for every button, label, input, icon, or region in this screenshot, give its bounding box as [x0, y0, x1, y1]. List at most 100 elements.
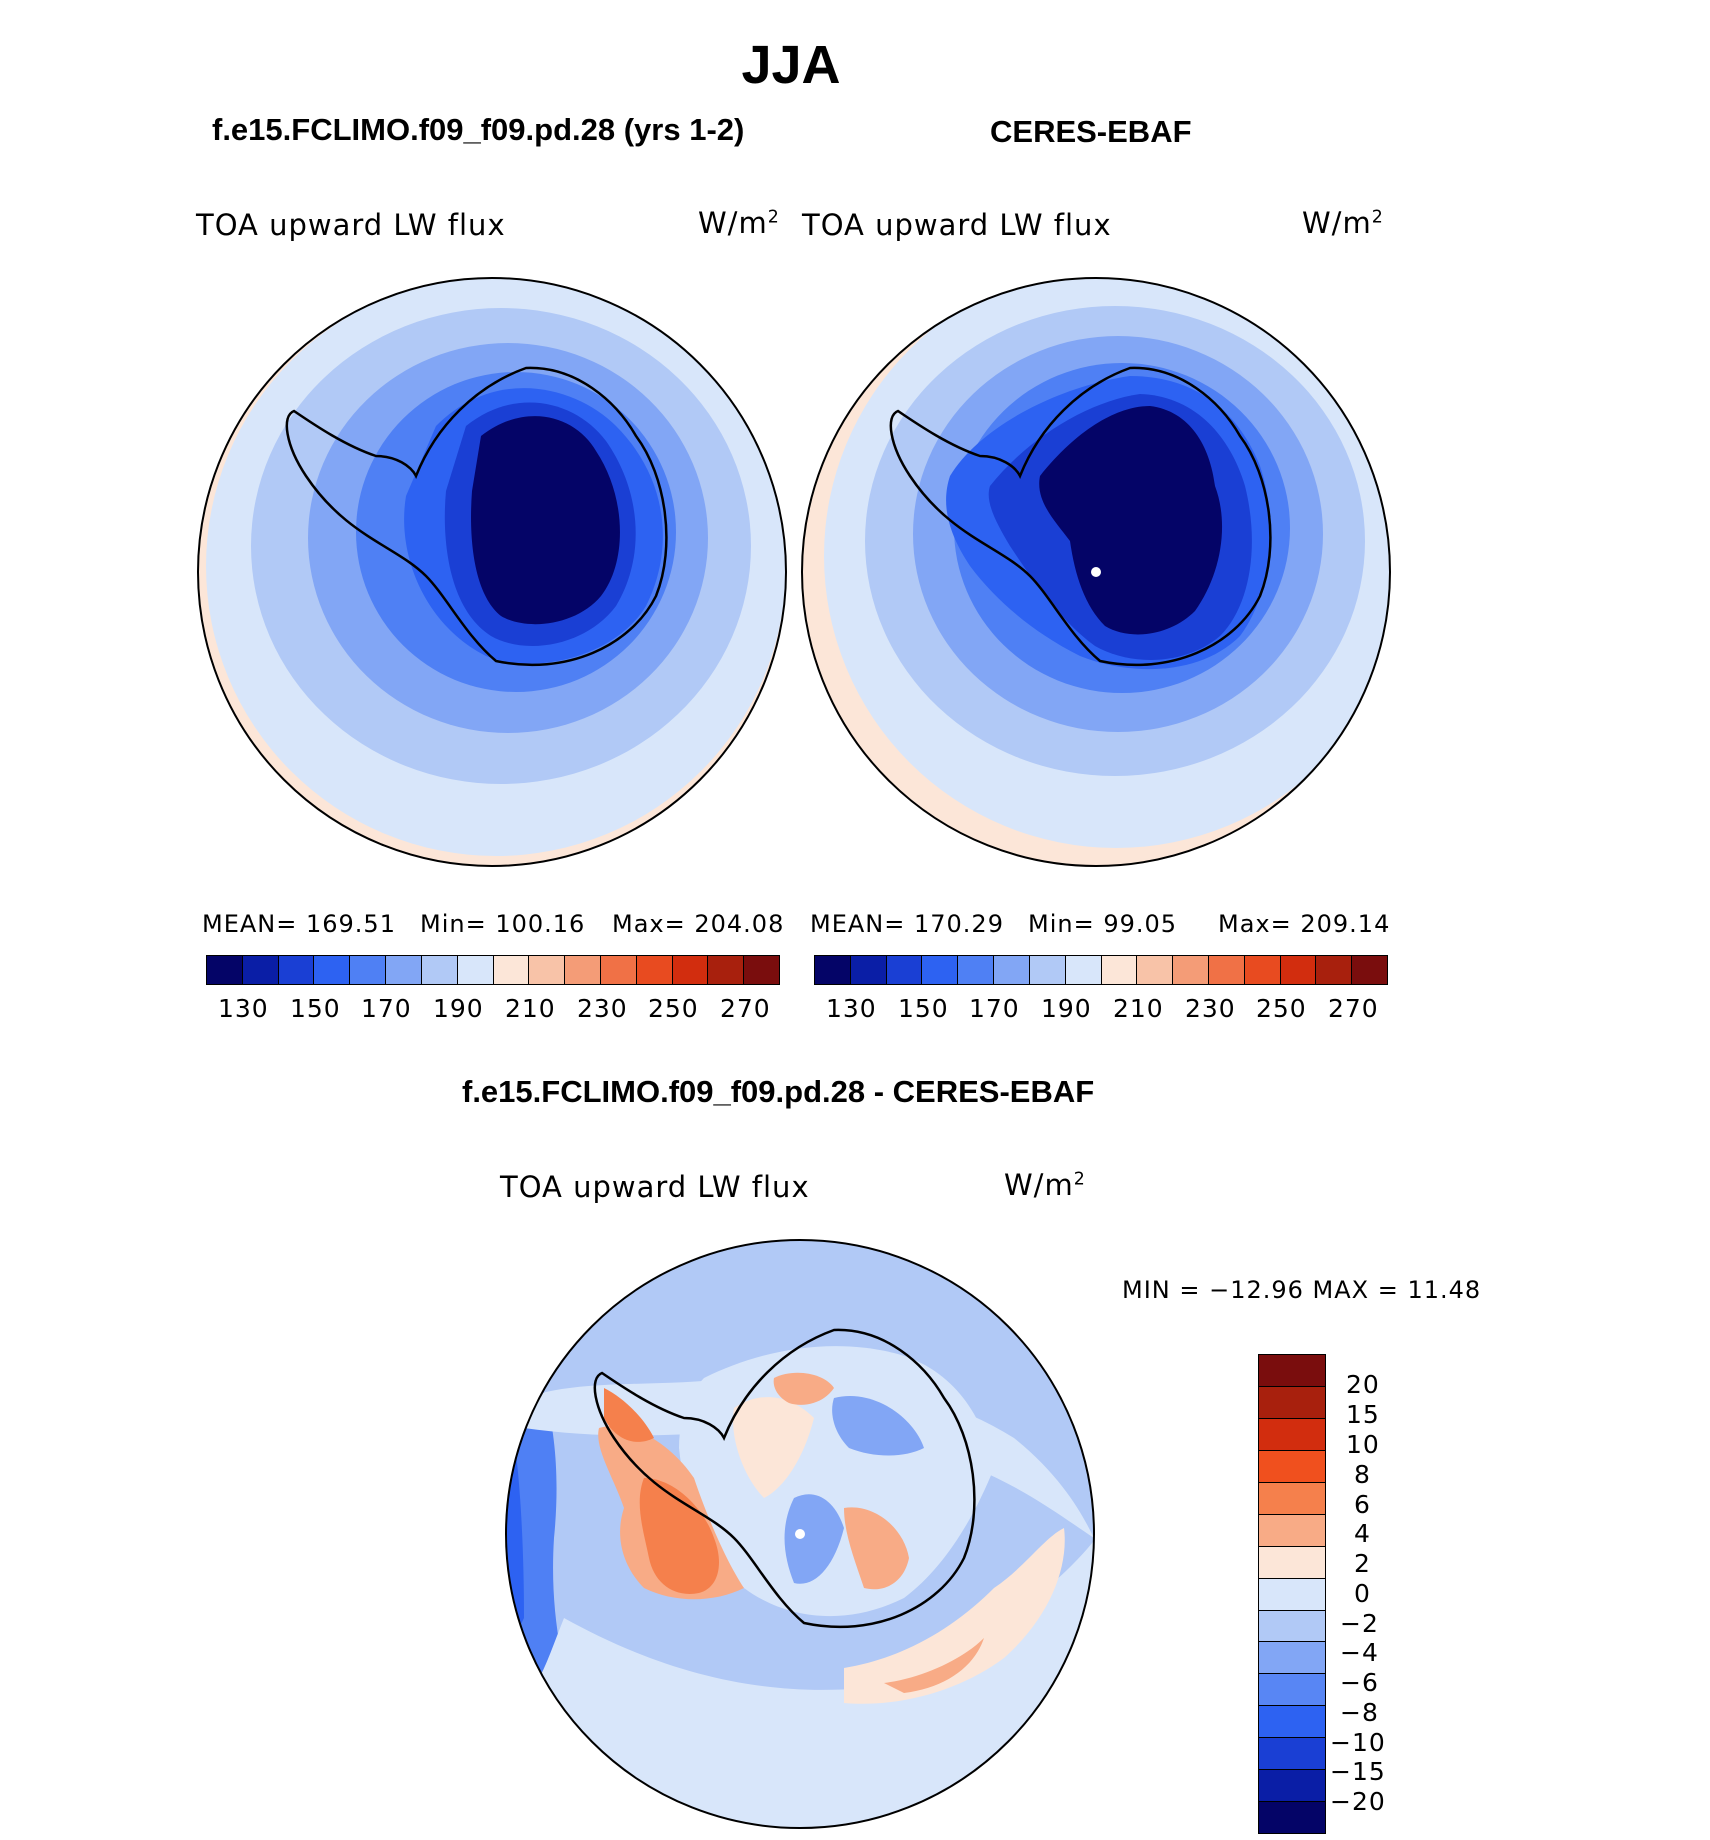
colorbar-swatch	[1029, 956, 1066, 984]
tick-label: 0	[1354, 1579, 1371, 1608]
figure-title: JJA	[741, 35, 841, 95]
colorbar-swatch	[207, 956, 243, 984]
colorbar-swatch	[1259, 1578, 1325, 1611]
colorbar-swatch	[886, 956, 923, 984]
model-unit-label: W/m2	[698, 206, 780, 240]
tick-label: 150	[898, 994, 949, 1023]
colorbar-swatch	[1352, 956, 1387, 984]
diff-colorbar	[1258, 1354, 1326, 1834]
obs-variable-label: TOA upward LW flux	[802, 208, 1112, 242]
diff-unit-label: W/m2	[1004, 1168, 1086, 1202]
colorbar-swatch	[1137, 956, 1174, 984]
tick-label: 170	[969, 994, 1020, 1023]
model-mean-stat: MEAN= 169.51	[202, 910, 396, 938]
colorbar-swatch	[1259, 1514, 1325, 1547]
diff-map	[505, 1239, 1095, 1829]
obs-unit-label: W/m2	[1302, 206, 1384, 240]
tick-label: 250	[648, 994, 699, 1023]
colorbar-swatch	[1101, 956, 1138, 984]
tick-label: 130	[826, 994, 877, 1023]
colorbar-swatch	[744, 956, 779, 984]
tick-label: 230	[577, 994, 628, 1023]
diff-unit-exp: 2	[1073, 1169, 1086, 1190]
tick-label: 8	[1354, 1460, 1371, 1489]
tick-label: −4	[1340, 1638, 1379, 1667]
colorbar-swatch	[958, 956, 995, 984]
colorbar-swatch	[1316, 956, 1353, 984]
diff-variable-label: TOA upward LW flux	[500, 1170, 810, 1204]
colorbar-swatch	[421, 956, 458, 984]
tick-label: 210	[505, 994, 556, 1023]
colorbar-swatch	[672, 956, 709, 984]
diff-minmax-stat: MIN = −12.96 MAX = 11.48	[1122, 1276, 1482, 1304]
obs-max-stat: Max= 209.14	[1218, 910, 1391, 938]
colorbar-swatch	[1259, 1642, 1325, 1675]
colorbar-swatch	[922, 956, 959, 984]
colorbar-swatch	[708, 956, 745, 984]
colorbar-swatch	[457, 956, 494, 984]
tick-label: 250	[1256, 994, 1307, 1023]
colorbar-swatch	[1259, 1482, 1325, 1515]
colorbar-swatch	[1259, 1546, 1325, 1579]
colorbar-swatch	[1259, 1610, 1325, 1643]
model-colorbar	[206, 955, 780, 985]
tick-label: 10	[1346, 1430, 1380, 1459]
colorbar-swatch	[242, 956, 279, 984]
model-unit-base: W/m	[698, 206, 768, 240]
colorbar-swatch	[1208, 956, 1245, 984]
obs-map	[801, 277, 1391, 867]
tick-label: 210	[1113, 994, 1164, 1023]
colorbar-swatch	[1259, 1355, 1325, 1387]
tick-label: 190	[433, 994, 484, 1023]
colorbar-swatch	[565, 956, 601, 984]
tick-label: 170	[361, 994, 412, 1023]
tick-label: −2	[1340, 1609, 1379, 1638]
model-panel-title: f.e15.FCLIMO.f09_f09.pd.28 (yrs 1-2)	[212, 112, 745, 147]
colorbar-swatch	[1259, 1450, 1325, 1483]
model-unit-exp: 2	[767, 207, 780, 228]
colorbar-swatch	[815, 956, 851, 984]
colorbar-swatch	[278, 956, 315, 984]
colorbar-swatch	[850, 956, 887, 984]
tick-label: −10	[1330, 1728, 1386, 1757]
tick-label: −6	[1340, 1668, 1379, 1697]
diff-unit-base: W/m	[1004, 1168, 1074, 1202]
tick-label: 6	[1354, 1490, 1371, 1519]
colorbar-swatch	[1280, 956, 1317, 984]
tick-label: 270	[720, 994, 771, 1023]
colorbar-swatch	[1259, 1738, 1325, 1771]
model-min-stat: Min= 100.16	[420, 910, 586, 938]
colorbar-swatch	[493, 956, 530, 984]
diff-panel-title: f.e15.FCLIMO.f09_f09.pd.28 - CERES-EBAF	[462, 1074, 1095, 1109]
colorbar-swatch	[529, 956, 566, 984]
tick-label: 230	[1185, 994, 1236, 1023]
colorbar-swatch	[350, 956, 387, 984]
colorbar-swatch	[1259, 1418, 1325, 1451]
tick-label: 150	[290, 994, 341, 1023]
model-map	[197, 277, 787, 867]
tick-label: 20	[1346, 1370, 1380, 1399]
obs-unit-exp: 2	[1371, 207, 1384, 228]
colorbar-swatch	[1259, 1802, 1325, 1834]
colorbar-swatch	[1259, 1706, 1325, 1739]
tick-label: 190	[1041, 994, 1092, 1023]
obs-colorbar	[814, 955, 1388, 985]
tick-label: 4	[1354, 1519, 1371, 1548]
colorbar-swatch	[1173, 956, 1209, 984]
colorbar-swatch	[1244, 956, 1281, 984]
colorbar-swatch	[994, 956, 1030, 984]
tick-label: −20	[1330, 1787, 1386, 1816]
tick-label: 15	[1346, 1400, 1380, 1429]
obs-min-stat: Min= 99.05	[1028, 910, 1178, 938]
colorbar-swatch	[314, 956, 351, 984]
model-max-stat: Max= 204.08	[612, 910, 785, 938]
colorbar-swatch	[1259, 1386, 1325, 1419]
colorbar-swatch	[600, 956, 637, 984]
colorbar-swatch	[386, 956, 422, 984]
colorbar-swatch	[636, 956, 673, 984]
colorbar-swatch	[1259, 1674, 1325, 1707]
obs-mean-stat: MEAN= 170.29	[810, 910, 1004, 938]
tick-label: 270	[1328, 994, 1379, 1023]
model-variable-label: TOA upward LW flux	[196, 208, 506, 242]
tick-label: −8	[1340, 1698, 1379, 1727]
